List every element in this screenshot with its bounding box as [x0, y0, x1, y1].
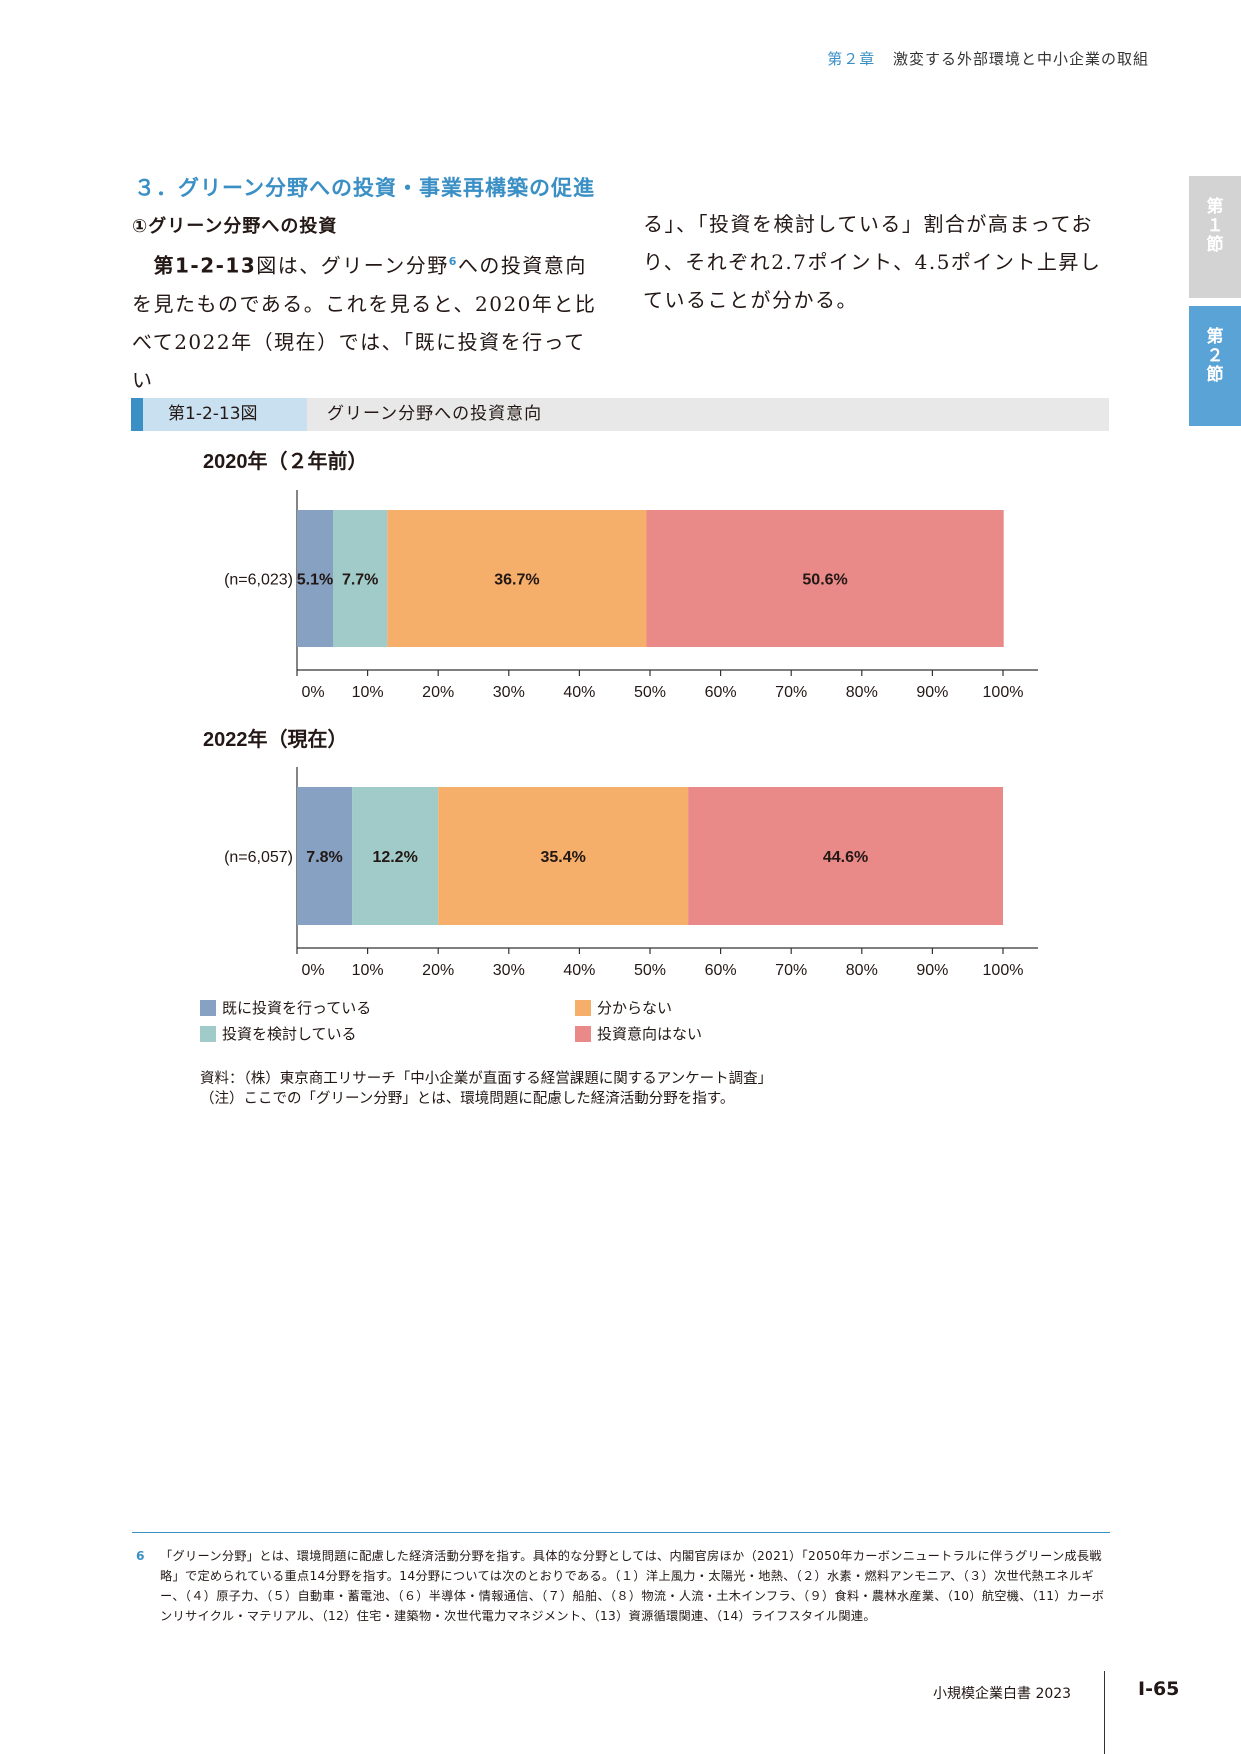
x-tick-label: 20%: [422, 684, 454, 701]
data-label: 5.1%: [297, 572, 333, 589]
bar-segment: [297, 510, 334, 647]
figure-caption: グリーン分野への投資意向: [327, 404, 543, 424]
legend-item: 投資意向はない: [575, 1023, 702, 1044]
legend-item: 分からない: [575, 997, 672, 1018]
figure-number: 第1-2-13図: [143, 398, 307, 431]
x-tick-label: 0%: [301, 962, 324, 979]
footnote-number: 6: [136, 1549, 145, 1563]
body-paragraph-right: る」、「投資を検討している」割合が高まっており、それぞれ2.7ポイント、4.5ポ…: [643, 212, 1102, 312]
page-number: Ⅰ-65: [1138, 1678, 1180, 1700]
body-paragraph-left: 第1-2-13図は、グリーン分野6への投資意向を見たものである。これを見ると、2…: [132, 243, 602, 399]
x-tick-label: 30%: [493, 684, 525, 701]
x-tick-label: 90%: [916, 962, 948, 979]
bar-segment: [333, 510, 388, 647]
x-tick-label: 90%: [916, 684, 948, 701]
x-tick-label: 70%: [775, 962, 807, 979]
body-text: 図は、グリーン分野: [256, 253, 449, 278]
data-label: 35.4%: [540, 849, 585, 866]
category-label: (n=6,023): [224, 572, 293, 589]
footnote-text: 「グリーン分野」とは、環境問題に配慮した経済活動分野を指す。具体的な分野としては…: [160, 1549, 1105, 1623]
x-tick-label: 10%: [352, 962, 384, 979]
legend-swatch: [200, 1026, 216, 1042]
x-tick-label: 40%: [563, 684, 595, 701]
footnote-divider: [132, 1532, 1110, 1533]
data-label: 50.6%: [802, 572, 847, 589]
side-tab-label: 第 １ 節: [1206, 197, 1224, 255]
bar-segment: [688, 787, 1003, 925]
x-tick-label: 80%: [846, 684, 878, 701]
legend-swatch: [200, 1000, 216, 1016]
x-tick-label: 100%: [983, 962, 1024, 979]
chapter-title: 激変する外部環境と中小企業の取組: [892, 50, 1149, 68]
side-tab-section-2[interactable]: 第 ２ 節: [1189, 306, 1241, 426]
running-header: 第２章 激変する外部環境と中小企業の取組: [827, 48, 1149, 69]
x-tick-label: 0%: [301, 684, 324, 701]
bar-segment: [646, 510, 1004, 647]
source-text: 資料：（株）東京商工リサーチ「中小企業が直面する経営課題に関するアンケート調査」: [200, 1071, 773, 1087]
bar-segment: [438, 787, 689, 925]
body-text: への投資意向を見たものである。これを見ると、2020年と比べて2022年（現在）…: [132, 253, 597, 392]
source-note: 資料：（株）東京商工リサーチ「中小企業が直面する経営課題に関するアンケート調査」…: [200, 1069, 772, 1109]
figure-accent: [131, 398, 143, 431]
note-text: （注）ここでの「グリーン分野」とは、環境問題に配慮した経済活動分野を指す。: [200, 1091, 735, 1107]
footnote: 6 「グリーン分野」とは、環境問題に配慮した経済活動分野を指す。具体的な分野とし…: [136, 1546, 1106, 1626]
legend-swatch: [575, 1000, 591, 1016]
x-tick-label: 40%: [563, 962, 595, 979]
legend-label: 投資を検討している: [222, 1025, 357, 1043]
chart-title: 2020年（２年前）: [203, 449, 368, 473]
bar-segment: [387, 510, 647, 647]
data-label: 7.7%: [342, 572, 378, 589]
footer-divider: [1104, 1671, 1105, 1754]
legend-item: 投資を検討している: [200, 1023, 357, 1044]
x-tick-label: 100%: [983, 684, 1024, 701]
side-tab-section-1[interactable]: 第 １ 節: [1189, 176, 1241, 298]
bar-segment: [352, 787, 439, 925]
bar-segment: [297, 787, 353, 925]
x-tick-label: 30%: [493, 962, 525, 979]
footnote-marker[interactable]: 6: [448, 255, 458, 268]
x-tick-label: 50%: [634, 962, 666, 979]
x-tick-label: 10%: [352, 684, 384, 701]
category-label: (n=6,057): [224, 849, 293, 866]
x-tick-label: 20%: [422, 962, 454, 979]
side-tab-label: 第 ２ 節: [1206, 327, 1224, 385]
x-tick-label: 50%: [634, 684, 666, 701]
data-label: 12.2%: [372, 849, 417, 866]
x-tick-label: 80%: [846, 962, 878, 979]
legend-swatch: [575, 1026, 591, 1042]
legend-label: 分からない: [597, 999, 673, 1017]
data-label: 44.6%: [823, 849, 868, 866]
footer-book-title: 小規模企業白書 2023: [933, 1686, 1072, 1702]
x-tick-label: 60%: [705, 962, 737, 979]
legend-item: 既に投資を行っている: [200, 997, 371, 1018]
data-label: 7.8%: [306, 849, 342, 866]
data-label: 36.7%: [494, 572, 539, 589]
section-title: ３．グリーン分野への投資・事業再構築の促進: [134, 176, 595, 200]
legend-label: 既に投資を行っている: [222, 999, 372, 1017]
x-tick-label: 60%: [705, 684, 737, 701]
chapter-number: 第２章: [827, 50, 876, 68]
x-tick-label: 70%: [775, 684, 807, 701]
figure-heading: 第1-2-13図 グリーン分野への投資意向: [131, 398, 1109, 431]
figure-reference[interactable]: 第1-2-13: [153, 253, 257, 278]
chart-title: 2022年（現在）: [203, 727, 348, 751]
legend-label: 投資意向はない: [597, 1025, 703, 1043]
subsection-title: ①グリーン分野への投資: [132, 216, 338, 237]
